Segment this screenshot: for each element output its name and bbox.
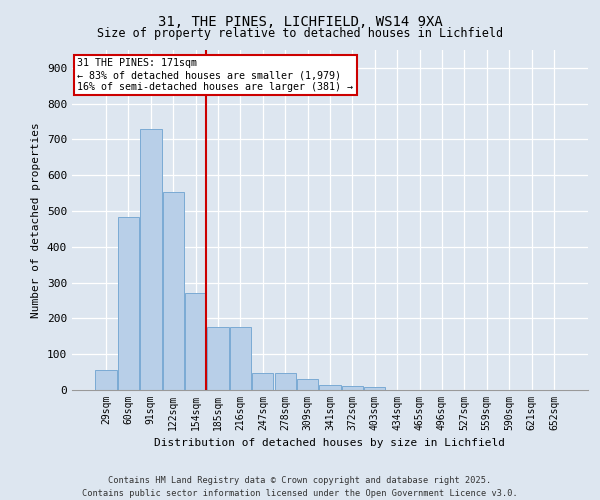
- Bar: [230, 328, 251, 390]
- Text: Size of property relative to detached houses in Lichfield: Size of property relative to detached ho…: [97, 28, 503, 40]
- Text: Contains HM Land Registry data © Crown copyright and database right 2025.
Contai: Contains HM Land Registry data © Crown c…: [82, 476, 518, 498]
- Bar: [163, 192, 184, 390]
- Bar: [208, 328, 229, 390]
- Bar: [319, 384, 341, 390]
- Bar: [118, 217, 139, 390]
- Bar: [185, 292, 206, 390]
- Bar: [252, 373, 274, 390]
- Bar: [364, 388, 385, 390]
- Bar: [95, 370, 117, 390]
- Bar: [342, 386, 363, 390]
- Bar: [275, 373, 296, 390]
- Bar: [140, 130, 161, 390]
- X-axis label: Distribution of detached houses by size in Lichfield: Distribution of detached houses by size …: [155, 438, 505, 448]
- Text: 31, THE PINES, LICHFIELD, WS14 9XA: 31, THE PINES, LICHFIELD, WS14 9XA: [158, 15, 442, 29]
- Bar: [297, 380, 318, 390]
- Text: 31 THE PINES: 171sqm
← 83% of detached houses are smaller (1,979)
16% of semi-de: 31 THE PINES: 171sqm ← 83% of detached h…: [77, 58, 353, 92]
- Y-axis label: Number of detached properties: Number of detached properties: [31, 122, 41, 318]
